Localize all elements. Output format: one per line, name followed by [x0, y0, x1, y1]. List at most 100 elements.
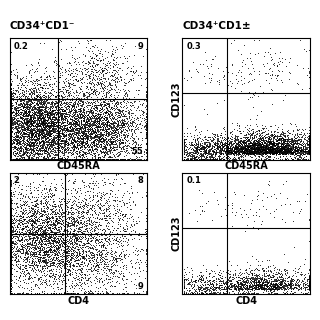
- Point: [67, 231, 72, 236]
- Point: [84, 135, 89, 140]
- Point: [55, 93, 60, 98]
- Point: [266, 141, 271, 147]
- Point: [81, 139, 86, 144]
- Point: [277, 148, 282, 153]
- Point: [286, 146, 291, 151]
- Point: [59, 156, 64, 161]
- Point: [79, 137, 84, 142]
- Point: [8, 124, 13, 130]
- Point: [278, 147, 283, 152]
- Point: [47, 72, 52, 77]
- Point: [36, 129, 41, 134]
- Point: [40, 147, 45, 152]
- Point: [245, 151, 251, 156]
- Point: [86, 255, 91, 260]
- Point: [231, 145, 236, 150]
- Point: [130, 146, 135, 151]
- Point: [105, 265, 110, 270]
- Point: [34, 240, 39, 245]
- Point: [51, 120, 56, 125]
- Point: [271, 286, 276, 292]
- Point: [39, 156, 44, 161]
- Point: [8, 108, 13, 113]
- Point: [132, 129, 137, 134]
- Point: [8, 237, 13, 242]
- Point: [53, 60, 58, 66]
- Point: [23, 260, 28, 265]
- Point: [239, 143, 244, 148]
- Point: [271, 286, 276, 291]
- Point: [29, 134, 34, 140]
- Point: [80, 222, 85, 227]
- Point: [217, 290, 222, 295]
- Point: [8, 143, 13, 148]
- Point: [64, 238, 69, 243]
- Point: [267, 142, 272, 147]
- Point: [96, 121, 101, 126]
- Point: [74, 252, 79, 257]
- Point: [92, 117, 98, 123]
- Point: [48, 113, 53, 118]
- Point: [29, 249, 34, 254]
- Point: [29, 241, 34, 246]
- Point: [119, 246, 124, 251]
- Point: [59, 100, 64, 106]
- Point: [65, 114, 70, 119]
- Point: [245, 214, 250, 219]
- Point: [52, 128, 58, 133]
- Point: [24, 86, 29, 91]
- Point: [22, 273, 27, 278]
- Point: [118, 87, 123, 92]
- Point: [230, 140, 235, 145]
- Point: [263, 150, 268, 155]
- Point: [68, 263, 73, 268]
- Point: [15, 99, 20, 104]
- Point: [192, 135, 197, 140]
- Point: [280, 149, 285, 155]
- Point: [104, 110, 109, 115]
- Point: [64, 219, 69, 224]
- Point: [90, 258, 95, 263]
- Point: [54, 108, 59, 113]
- Point: [37, 249, 42, 254]
- Point: [67, 156, 72, 161]
- Point: [53, 76, 58, 81]
- Point: [87, 92, 92, 98]
- Point: [49, 84, 54, 89]
- Point: [123, 213, 128, 219]
- Point: [63, 252, 68, 258]
- Point: [140, 110, 146, 115]
- Point: [75, 281, 80, 286]
- Point: [227, 156, 232, 161]
- Point: [23, 117, 28, 122]
- Point: [198, 144, 203, 149]
- Point: [36, 262, 41, 268]
- Point: [84, 196, 89, 202]
- Point: [269, 144, 274, 149]
- Point: [78, 86, 83, 91]
- Point: [205, 281, 210, 286]
- Point: [118, 271, 124, 276]
- Point: [26, 97, 31, 102]
- Point: [46, 254, 52, 259]
- Point: [185, 144, 190, 149]
- Point: [51, 152, 56, 157]
- Point: [8, 203, 13, 208]
- Point: [259, 145, 264, 150]
- Point: [198, 280, 204, 285]
- Point: [84, 101, 89, 106]
- Point: [88, 71, 93, 76]
- Point: [136, 145, 141, 150]
- Point: [194, 277, 199, 282]
- Point: [244, 55, 249, 60]
- Point: [30, 230, 36, 235]
- Point: [268, 138, 273, 143]
- Point: [55, 140, 60, 145]
- Point: [128, 195, 133, 200]
- Point: [268, 276, 274, 281]
- Point: [201, 144, 206, 149]
- Point: [75, 118, 80, 123]
- Point: [77, 139, 82, 144]
- Point: [21, 264, 27, 269]
- Point: [52, 260, 57, 265]
